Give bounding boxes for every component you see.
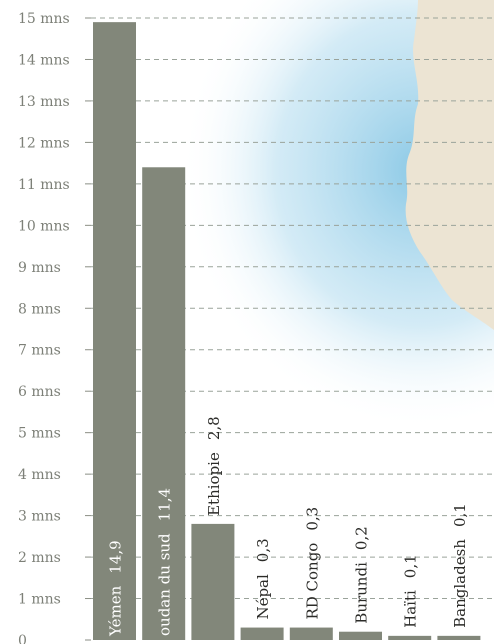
y-tick-label: 0 (18, 633, 27, 644)
y-tick-label: 10 mns (18, 218, 70, 234)
y-tick-label: 13 mns (18, 94, 70, 110)
bar (289, 627, 333, 640)
bar-category-label: Bangladesh 0,1 (451, 503, 469, 628)
value-label: 0,3 (303, 507, 321, 531)
bar-category-label: Haïti 0,1 (402, 554, 420, 628)
bar (339, 631, 382, 640)
bar (191, 523, 235, 640)
category-name: Burundi (353, 562, 371, 624)
bar (437, 635, 481, 640)
value-label: 0,1 (402, 554, 420, 578)
category-name: Haïti (402, 590, 420, 628)
category-name: RD Congo (303, 543, 321, 620)
background-map (180, 0, 494, 430)
bar-label-group: Ethiopie 2,8 (205, 416, 223, 516)
bars-layer: Yémen 14,9 oudan du sud 11,4 Ethiopie 2,8 Népa… (93, 22, 481, 640)
y-tick-label: 9 mns (18, 260, 61, 276)
category-name: Ethiopie (205, 452, 223, 516)
bar-label-group: Népal 0,3 (254, 538, 272, 619)
bar-label-group: RD Congo 0,3 (303, 507, 321, 620)
y-tick-label: 4 mns (18, 467, 61, 483)
y-tick-label: 8 mns (18, 301, 61, 317)
category-name: oudan du sud (156, 533, 174, 636)
category-name: Bangladesh (451, 539, 469, 628)
bar-category-label: Yémen 14,9 (107, 540, 125, 637)
bar-label-group: Haïti 0,1 (402, 554, 420, 628)
bar-category-label: oudan du sud 11,4 (156, 488, 174, 636)
value-label: 11,4 (156, 488, 174, 521)
map-water (180, 0, 494, 430)
y-tick-label: 2 mns (18, 550, 61, 566)
y-tick-label: 6 mns (18, 384, 61, 400)
category-name: Yémen (107, 585, 125, 637)
bar-label-group: Burundi 0,2 (353, 526, 371, 623)
map-landmass (405, 0, 494, 330)
y-tick-label: 7 mns (18, 343, 61, 359)
y-tick-label: 3 mns (18, 509, 61, 525)
y-tick-label: 5 mns (18, 426, 61, 442)
y-tick-label: 15 mns (18, 11, 70, 27)
bar-label-group: Yémen 14,9 (107, 540, 125, 637)
y-axis: 0 1 mns 2 mns 3 mns 4 mns 5 mns 6 mns 7 mns 8 mn… (18, 11, 91, 644)
value-label: 0,3 (254, 538, 272, 562)
bar (240, 627, 284, 640)
bar-category-label: Burundi 0,2 (353, 526, 371, 623)
bar-category-label: Népal 0,3 (254, 538, 272, 619)
y-tick-label: 1 mns (18, 592, 61, 608)
value-label: 0,2 (353, 526, 371, 550)
y-tick-label: 11 mns (18, 177, 70, 193)
value-label: 2,8 (205, 416, 223, 440)
bar (388, 635, 432, 640)
bar-label-group: Bangladesh 0,1 (451, 503, 469, 628)
value-label: 14,9 (107, 540, 125, 573)
category-name: Népal (254, 574, 272, 620)
y-tick-label: 12 mns (18, 135, 70, 151)
bar-category-label: Ethiopie 2,8 (205, 416, 223, 516)
bar-label-group: oudan du sud 11,4 (156, 488, 174, 636)
bar (142, 167, 186, 640)
value-label: 0,1 (451, 503, 469, 527)
bar (93, 22, 136, 640)
bar-category-label: RD Congo 0,3 (303, 507, 321, 620)
y-tick-label: 14 mns (18, 52, 70, 68)
